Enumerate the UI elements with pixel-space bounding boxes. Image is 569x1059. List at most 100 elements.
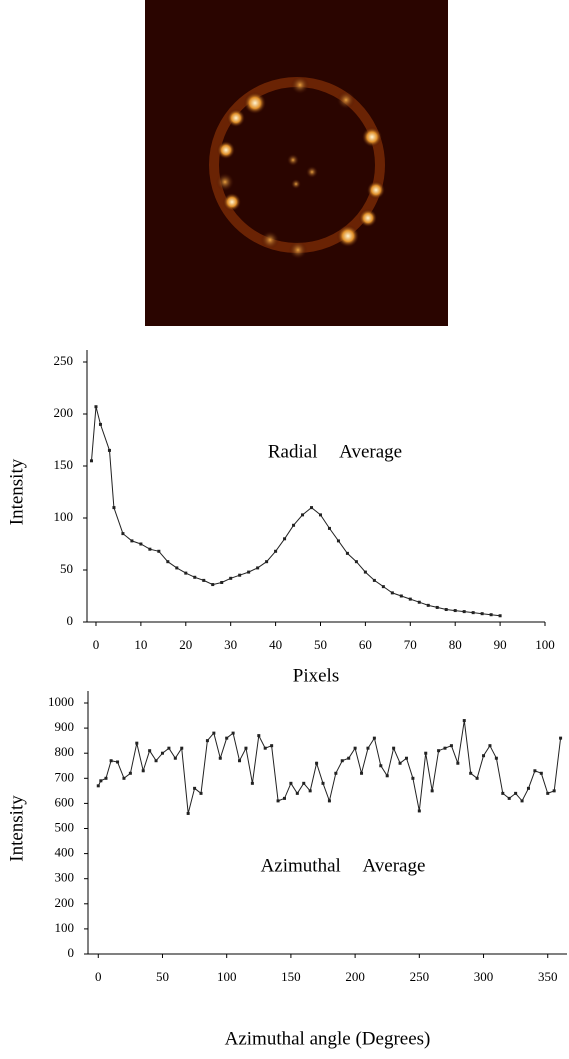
y-tick-label: 200 — [55, 895, 75, 910]
data-point — [353, 746, 357, 750]
data-point — [270, 744, 274, 748]
data-point — [148, 749, 152, 753]
data-point — [501, 791, 505, 795]
x-tick-label: 100 — [217, 969, 237, 984]
data-point — [489, 613, 493, 617]
data-point — [392, 746, 396, 750]
data-point — [449, 744, 453, 748]
data-point — [282, 796, 286, 800]
data-point — [327, 799, 331, 803]
x-tick-label: 250 — [410, 969, 430, 984]
y-tick-label: 50 — [60, 561, 73, 576]
data-point — [315, 761, 319, 765]
data-point — [247, 570, 251, 574]
data-point — [263, 746, 267, 750]
data-point — [302, 781, 306, 785]
x-axis-label: Azimuthal angle (Degrees) — [225, 1028, 431, 1049]
data-point — [552, 789, 556, 793]
data-point — [274, 549, 278, 553]
data-point — [141, 769, 145, 773]
data-point — [334, 771, 338, 775]
y-tick-label: 200 — [54, 405, 74, 420]
data-point — [462, 719, 466, 723]
y-tick-label: 400 — [55, 845, 75, 860]
data-point — [116, 760, 120, 764]
data-point — [186, 811, 190, 815]
data-point — [514, 791, 518, 795]
data-point — [160, 751, 164, 755]
data-point — [212, 731, 216, 735]
y-tick-label: 100 — [54, 509, 74, 524]
data-point — [166, 560, 170, 564]
x-tick-label: 70 — [404, 637, 417, 652]
data-point — [180, 746, 184, 750]
data-point — [135, 741, 139, 745]
data-point — [372, 736, 376, 740]
data-point — [276, 799, 280, 803]
data-point — [104, 776, 108, 780]
data-point — [295, 791, 299, 795]
y-tick-label: 900 — [55, 719, 75, 734]
data-point — [363, 570, 367, 574]
y-axis-label: Intensity — [6, 458, 27, 525]
x-tick-label: 350 — [538, 969, 558, 984]
data-point — [507, 796, 511, 800]
data-point — [94, 405, 98, 409]
data-point — [462, 610, 466, 614]
data-point — [488, 744, 492, 748]
data-point — [408, 597, 412, 601]
data-point — [559, 736, 563, 740]
data-point — [404, 756, 408, 760]
data-point — [250, 781, 254, 785]
data-line — [91, 406, 501, 617]
data-point — [205, 739, 209, 743]
data-point — [109, 759, 113, 763]
data-point — [480, 612, 484, 616]
data-point — [175, 566, 179, 570]
data-point — [257, 734, 261, 738]
data-point — [443, 746, 447, 750]
data-point — [139, 542, 143, 546]
x-tick-label: 0 — [95, 969, 102, 984]
data-point — [520, 799, 524, 803]
x-axis-label: Pixels — [293, 665, 339, 686]
data-point — [184, 571, 188, 575]
data-point — [99, 779, 103, 783]
data-point — [193, 575, 197, 579]
data-point — [256, 566, 260, 570]
data-line — [97, 720, 562, 814]
data-point — [308, 789, 312, 793]
y-tick-label: 250 — [54, 353, 74, 368]
data-point — [148, 547, 152, 551]
data-point — [498, 614, 502, 618]
x-tick-label: 50 — [156, 969, 169, 984]
x-tick-label: 100 — [535, 637, 555, 652]
data-point — [202, 578, 206, 582]
data-point — [381, 585, 385, 589]
data-point — [292, 523, 296, 527]
data-point — [354, 560, 358, 564]
data-point — [244, 746, 248, 750]
data-point — [379, 764, 383, 768]
data-point — [471, 611, 475, 615]
data-point — [89, 459, 93, 463]
data-point — [107, 448, 111, 452]
data-point — [154, 759, 158, 763]
y-tick-label: 100 — [55, 920, 75, 935]
data-point — [310, 506, 314, 510]
data-point — [417, 809, 421, 813]
data-point — [360, 771, 364, 775]
micrograph — [145, 0, 448, 326]
x-tick-label: 80 — [449, 637, 462, 652]
data-point — [435, 605, 439, 609]
data-point — [225, 736, 229, 740]
x-tick-label: 300 — [474, 969, 494, 984]
data-point — [229, 576, 233, 580]
data-point — [546, 791, 550, 795]
data-point — [533, 769, 537, 773]
data-point — [444, 608, 448, 612]
data-point — [173, 756, 177, 760]
data-point — [121, 532, 125, 536]
data-point — [128, 771, 132, 775]
y-tick-label: 500 — [55, 819, 75, 834]
